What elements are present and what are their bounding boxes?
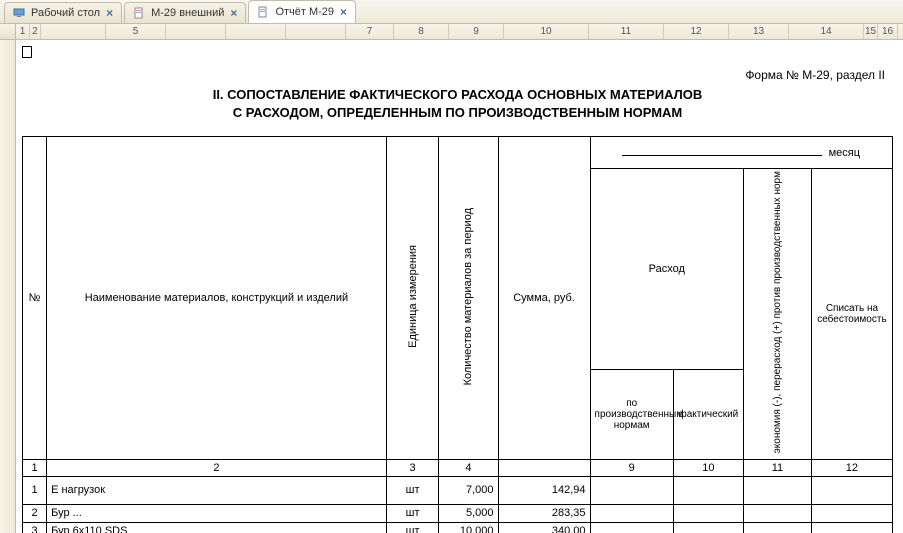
ruler-cell[interactable] — [166, 24, 226, 39]
header-cons-norm: по производственным нормам — [590, 369, 673, 459]
cell-name: Бур 6х110 SDS — [47, 522, 387, 533]
colnum: 4 — [439, 459, 498, 476]
table-row[interactable]: 3Бур 6х110 SDSшт10,000340,00 — [23, 522, 893, 533]
cell-cons-fact — [673, 476, 743, 504]
cell-num: 3 — [23, 522, 47, 533]
tab-label: М-29 внешний — [151, 7, 224, 19]
ruler-cell[interactable]: 14 — [789, 24, 864, 39]
ruler-cell[interactable]: 5 — [106, 24, 166, 39]
header-writeoff: Списать на себестоимость — [811, 169, 892, 459]
ruler-cell[interactable]: 1 — [16, 24, 30, 39]
table-row: № Наименование материалов, конструкций и… — [23, 137, 893, 169]
cell-num: 2 — [23, 504, 47, 522]
tab-report-m29[interactable]: Отчёт М-29 × — [248, 0, 356, 23]
cell-unit: шт — [386, 522, 439, 533]
sheet-area: Форма № М-29, раздел II II. СОПОСТАВЛЕНИ… — [0, 40, 903, 533]
cell-name: Е нагрузок — [47, 476, 387, 504]
cell-writeoff — [811, 522, 892, 533]
tab-desktop[interactable]: Рабочий стол × — [4, 2, 122, 23]
tab-bar: Рабочий стол × М-29 внешний × Отчёт М-29… — [0, 0, 903, 24]
report-table: № Наименование материалов, конструкций и… — [22, 136, 893, 533]
ruler-cell[interactable]: 10 — [504, 24, 589, 39]
cell-sum: 283,35 — [498, 504, 590, 522]
ruler-corner — [0, 24, 16, 39]
tab-label: Рабочий стол — [31, 7, 100, 19]
document-title: II. СОПОСТАВЛЕНИЕ ФАКТИЧЕСКОГО РАСХОДА О… — [22, 86, 893, 122]
colnum: 12 — [811, 459, 892, 476]
ruler-cell[interactable]: 8 — [394, 24, 449, 39]
month-label: месяц — [829, 147, 860, 159]
cell-name: Бур ... — [47, 504, 387, 522]
form-number-label: Форма № М-29, раздел II — [22, 68, 893, 82]
cell-economy — [743, 522, 811, 533]
title-line-2: С РАСХОДОМ, ОПРЕДЕЛЕННЫМ ПО ПРОИЗВОДСТВЕ… — [22, 104, 893, 122]
doc-icon — [133, 7, 145, 19]
header-unit: Единица измерения — [386, 137, 439, 459]
close-icon[interactable]: × — [340, 5, 347, 19]
ruler-cell[interactable]: 13 — [729, 24, 789, 39]
colnum: 1 — [23, 459, 47, 476]
cell-writeoff — [811, 504, 892, 522]
doc-icon — [257, 6, 269, 18]
ruler-cell[interactable]: 9 — [449, 24, 504, 39]
cell-cons-norm — [590, 522, 673, 533]
colnum: 9 — [590, 459, 673, 476]
cell-unit: шт — [386, 476, 439, 504]
header-qty: Количество материалов за период — [439, 137, 498, 459]
close-icon[interactable]: × — [230, 6, 237, 20]
cell-writeoff — [811, 476, 892, 504]
cell-num: 1 — [23, 476, 47, 504]
cell-economy — [743, 476, 811, 504]
ruler-cell[interactable] — [286, 24, 346, 39]
header-num: № — [23, 137, 47, 459]
ruler-cell[interactable]: 2 — [30, 24, 41, 39]
table-row: 1 2 3 4 9 10 11 12 — [23, 459, 893, 476]
ruler-cell[interactable]: 7 — [346, 24, 394, 39]
month-underline — [622, 146, 822, 156]
document-area: Форма № М-29, раздел II II. СОПОСТАВЛЕНИ… — [16, 40, 903, 533]
cell-cons-fact — [673, 504, 743, 522]
cell-cons-norm — [590, 476, 673, 504]
table-row[interactable]: 1Е нагрузокшт7,000142,94 — [23, 476, 893, 504]
cell-qty: 10,000 — [439, 522, 498, 533]
header-sum: Сумма, руб. — [498, 137, 590, 459]
close-icon[interactable]: × — [106, 6, 113, 20]
tab-label: Отчёт М-29 — [275, 6, 334, 18]
tab-m29-external[interactable]: М-29 внешний × — [124, 2, 246, 23]
ruler-cell[interactable] — [41, 24, 106, 39]
cursor-cell[interactable] — [22, 46, 32, 58]
desktop-icon — [13, 7, 25, 19]
header-economy: экономия (-), перерасход (+) против прои… — [743, 169, 811, 459]
cell-qty: 5,000 — [439, 504, 498, 522]
title-line-1: II. СОПОСТАВЛЕНИЕ ФАКТИЧЕСКОГО РАСХОДА О… — [22, 86, 893, 104]
ruler-cell[interactable]: 15 — [864, 24, 878, 39]
ruler-cell[interactable]: 16 — [878, 24, 898, 39]
cell-cons-norm — [590, 504, 673, 522]
table-row[interactable]: 2Бур ...шт5,000283,35 — [23, 504, 893, 522]
cell-cons-fact — [673, 522, 743, 533]
header-consumption: Расход — [590, 169, 743, 369]
header-name: Наименование материалов, конструкций и и… — [47, 137, 387, 459]
header-month: месяц — [590, 137, 892, 169]
colnum: 2 — [47, 459, 387, 476]
cell-unit: шт — [386, 504, 439, 522]
cell-sum: 340,00 — [498, 522, 590, 533]
ruler-cell[interactable] — [226, 24, 286, 39]
row-ruler — [0, 40, 16, 533]
header-cons-fact: фактический — [673, 369, 743, 459]
ruler-cell[interactable]: 11 — [589, 24, 664, 39]
cell-economy — [743, 504, 811, 522]
colnum — [498, 459, 590, 476]
colnum: 11 — [743, 459, 811, 476]
colnum: 10 — [673, 459, 743, 476]
cell-sum: 142,94 — [498, 476, 590, 504]
ruler-cell[interactable]: 12 — [664, 24, 729, 39]
colnum: 3 — [386, 459, 439, 476]
cell-qty: 7,000 — [439, 476, 498, 504]
column-ruler: 12578910111213141516 — [0, 24, 903, 40]
